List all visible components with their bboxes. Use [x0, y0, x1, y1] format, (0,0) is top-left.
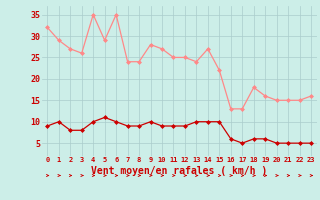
X-axis label: Vent moyen/en rafales ( km/h ): Vent moyen/en rafales ( km/h ) — [91, 166, 267, 176]
